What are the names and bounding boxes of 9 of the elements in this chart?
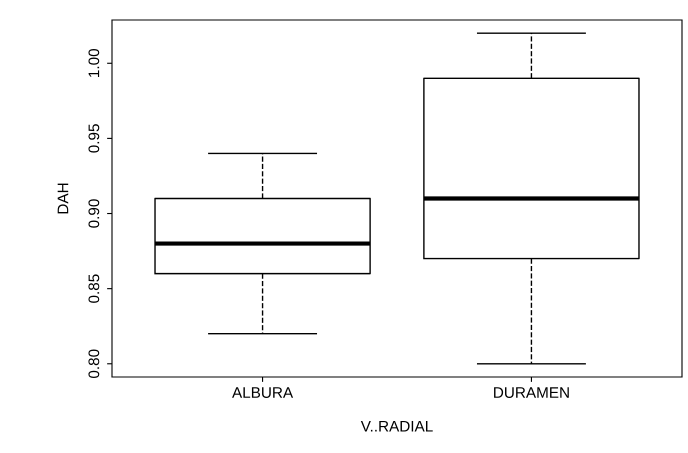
x-tick-label: ALBURA	[232, 387, 294, 398]
y-tick-label: 1.00	[88, 49, 100, 77]
y-tick-label: 0.95	[88, 124, 100, 153]
y-tick-label: 0.90	[88, 199, 100, 228]
x-axis-title: V..RADIAL	[360, 420, 433, 432]
y-tick-label: 0.85	[88, 274, 100, 303]
x-tick-label: DURAMEN	[494, 387, 569, 398]
y-tick-label: 0.80	[88, 350, 100, 378]
y-axis-title: DAH	[58, 184, 68, 214]
